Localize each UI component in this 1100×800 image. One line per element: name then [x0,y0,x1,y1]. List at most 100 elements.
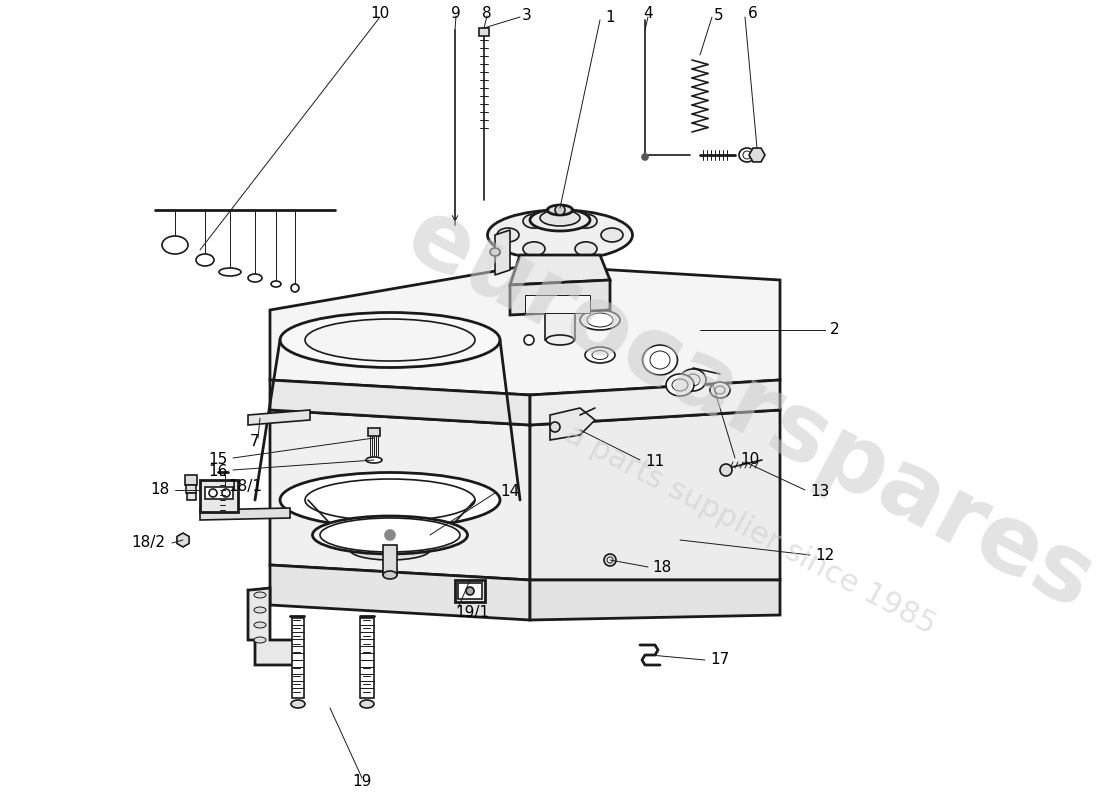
Text: 12: 12 [815,547,834,562]
Text: 4: 4 [644,6,652,22]
Text: 16: 16 [209,465,228,479]
Bar [544,310,575,340]
Ellipse shape [280,313,500,367]
Circle shape [607,557,613,563]
Polygon shape [200,508,290,520]
Ellipse shape [254,607,266,613]
Bar [187,493,196,500]
Ellipse shape [592,350,608,359]
Circle shape [209,489,217,497]
Circle shape [222,489,230,497]
Bar [186,485,196,493]
Bar [185,475,197,485]
Ellipse shape [546,335,574,345]
Ellipse shape [366,457,382,463]
Text: 6: 6 [748,6,758,22]
Polygon shape [248,588,295,665]
Ellipse shape [642,345,678,375]
Ellipse shape [254,622,266,628]
Circle shape [604,554,616,566]
Ellipse shape [522,214,544,228]
Polygon shape [270,265,780,395]
Polygon shape [177,533,189,547]
Text: 2: 2 [830,322,839,338]
Text: 18/1: 18/1 [228,479,262,494]
Ellipse shape [305,319,475,361]
Text: 10: 10 [371,6,389,22]
Polygon shape [495,230,510,275]
Text: eurocarspares: eurocarspares [392,190,1100,630]
Ellipse shape [530,209,590,231]
Bar [455,580,485,602]
Ellipse shape [672,379,688,391]
Bar [368,428,379,436]
Bar [383,545,397,575]
Ellipse shape [601,228,623,242]
Circle shape [550,422,560,432]
Polygon shape [248,410,310,425]
Ellipse shape [548,205,572,215]
Polygon shape [510,255,610,285]
Polygon shape [270,410,530,580]
Ellipse shape [540,210,580,226]
Ellipse shape [710,382,730,398]
Text: 10: 10 [740,453,759,467]
Ellipse shape [487,210,632,260]
Bar [200,480,238,512]
Polygon shape [530,410,780,580]
Ellipse shape [271,281,281,287]
Text: 19: 19 [352,774,372,790]
Ellipse shape [305,479,475,521]
Ellipse shape [360,700,374,708]
Ellipse shape [383,571,397,579]
Ellipse shape [350,540,430,560]
Ellipse shape [292,284,299,292]
Polygon shape [530,380,780,425]
Text: 15: 15 [209,453,228,467]
Polygon shape [749,148,764,162]
Bar [205,487,233,499]
Text: 18: 18 [151,482,170,498]
Bar [292,618,304,698]
Ellipse shape [162,236,188,254]
Circle shape [556,205,565,215]
Ellipse shape [320,518,460,552]
Polygon shape [550,408,595,440]
Text: 1: 1 [605,10,615,25]
Text: 5: 5 [714,7,724,22]
Ellipse shape [254,637,266,643]
Ellipse shape [292,700,305,708]
Polygon shape [270,565,530,620]
Text: 19/1: 19/1 [455,605,490,619]
Polygon shape [510,280,610,315]
Ellipse shape [686,374,700,386]
Text: 17: 17 [710,653,729,667]
Ellipse shape [248,274,262,282]
Ellipse shape [585,347,615,363]
Text: 11: 11 [645,454,664,470]
Circle shape [524,335,534,345]
Text: 3: 3 [522,7,531,22]
Text: 8: 8 [482,6,492,21]
Ellipse shape [650,351,670,369]
Bar [525,295,590,313]
Circle shape [466,587,474,595]
Ellipse shape [254,592,266,598]
Text: 18/2: 18/2 [131,535,165,550]
Ellipse shape [587,313,613,327]
Ellipse shape [580,310,620,330]
Text: 13: 13 [810,485,829,499]
Text: 18: 18 [652,561,671,575]
Polygon shape [530,580,780,620]
Circle shape [720,464,732,476]
Ellipse shape [490,248,500,256]
Text: 9: 9 [451,6,461,21]
Ellipse shape [575,214,597,228]
Ellipse shape [522,242,544,256]
Ellipse shape [280,473,500,527]
Ellipse shape [739,148,755,162]
Text: 7: 7 [250,434,260,450]
Ellipse shape [666,374,694,396]
Ellipse shape [742,151,751,159]
Ellipse shape [680,369,706,391]
